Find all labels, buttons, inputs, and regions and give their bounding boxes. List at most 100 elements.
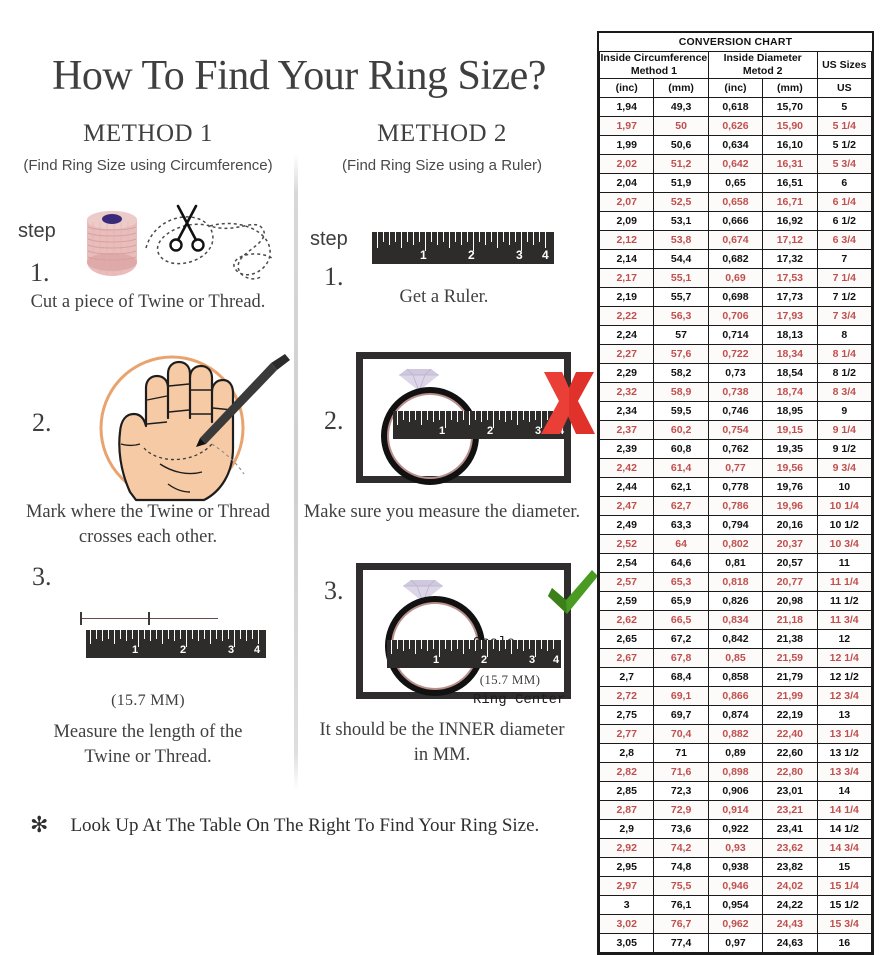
table-cell: 10 1/4 [816,496,873,516]
table-cell: 54,4 [653,249,709,269]
table-cell: 0,85 [707,648,764,668]
ruler-method-2-step-1: 1 2 3 4 [372,232,554,264]
table-cell: 2,92 [598,838,655,858]
table-cell: 20,16 [762,515,818,535]
asterisk-icon: ✻ [30,812,49,837]
table-cell: 9 1/2 [816,439,873,459]
table-cell: 2,02 [598,154,655,174]
table-cell: 13 3/4 [816,762,873,782]
table-cell: 0,842 [707,629,764,649]
table-cell: 0,722 [707,344,764,364]
table-cell: 15 [816,857,873,877]
group-header-diameter: Inside Diameter Metod 2 [707,51,818,79]
table-cell: 16,31 [762,154,818,174]
table-cell: 0,786 [707,496,764,516]
method-1-step-1-caption: Cut a piece of Twine or Thread. [30,292,266,312]
table-cell: 22,40 [762,724,818,744]
table-cell: 7 1/2 [816,287,873,307]
ruler-number-2: 2 [481,654,488,666]
table-cell: 50 [653,116,709,136]
table-cell: 0,826 [707,591,764,611]
table-cell: 0,714 [707,325,764,345]
method-1-step-1-number: 1. [30,258,50,287]
table-cell: 0,914 [707,800,764,820]
table-cell: 0,946 [707,876,764,896]
table-cell: 24,63 [762,933,818,953]
table-cell: 2,8 [598,743,655,763]
table-row: 2,24 57 0,714 18,13 8 [598,325,873,345]
measure-diameter-correct-frame: Scale Ring Center 1 2 3 4 (15.7 MM) [356,563,571,708]
table-cell: 21,59 [762,648,818,668]
table-cell: 0,666 [707,211,764,231]
ruler-number-4: 4 [553,654,560,666]
table-cell: 57 [653,325,709,345]
table-cell: 0,962 [707,914,764,934]
table-cell: 61,4 [653,458,709,478]
table-cell: 24,43 [762,914,818,934]
table-cell: 23,82 [762,857,818,877]
table-cell: 0,898 [707,762,764,782]
table-group-row: Inside Circumference Method 1 Inside Dia… [599,51,873,79]
table-cell: 65,3 [653,572,709,592]
method-2-step-3-number: 3. [324,576,344,605]
table-cell: 72,9 [653,800,709,820]
table-cell: 69,1 [653,686,709,706]
table-cell: 2,32 [598,382,655,402]
table-cell: 2,52 [598,534,655,554]
table-row: 2,17 55,1 0,69 17,53 7 1/4 [598,268,873,288]
method-2-step-2-number: 2. [324,406,344,435]
page-title: How To Find Your Ring Size? [52,53,546,99]
method-2-title: METHOD 2 [377,120,507,147]
table-row: 2,72 69,1 0,866 21,99 12 3/4 [598,686,873,706]
table-row: 2,49 63,3 0,794 20,16 10 1/2 [598,515,873,535]
table-cell: 2,49 [598,515,655,535]
ruler-number-4: 4 [254,644,261,656]
table-cell: 64 [653,534,709,554]
table-row: 2,59 65,9 0,826 20,98 11 1/2 [598,591,873,611]
table-cell: 49,3 [653,97,709,117]
table-cell: 2,77 [598,724,655,744]
table-cell: 2,72 [598,686,655,706]
ruler-number-2: 2 [180,644,187,656]
table-cell: 14 [816,781,873,801]
table-cell: 0,706 [707,306,764,326]
table-cell: 1,97 [598,116,655,136]
table-cell: 71,6 [653,762,709,782]
table-row: 2,9 73,6 0,922 23,41 14 1/2 [598,819,873,839]
table-cell: 20,98 [762,591,818,611]
hand-measuring-illustration [72,352,292,502]
table-cell: 15,90 [762,116,818,136]
table-cell: 21,18 [762,610,818,630]
table-cell: 0,802 [707,534,764,554]
table-cell: 65,9 [653,591,709,611]
table-head: CONVERSION CHART Inside Circumference Me… [598,33,873,98]
table-cell: 10 3/4 [816,534,873,554]
group-header-us-sizes: US Sizes [816,51,873,79]
method-1-step-word: step [18,220,56,242]
table-cell: 2,7 [598,667,655,687]
table-row: 2,42 61,4 0,77 19,56 9 3/4 [598,458,873,478]
table-cell: 22,60 [762,743,818,763]
table-cell: 20,37 [762,534,818,554]
table-cell: 15 1/4 [816,876,873,896]
ruler-number-3: 3 [535,425,542,437]
table-cell: 76,7 [653,914,709,934]
table-cell: 11 1/4 [816,572,873,592]
table-cell: 56,3 [653,306,709,326]
table-cell: 71 [653,743,709,763]
table-cell: 6 1/4 [816,192,873,212]
table-row: 2,7 68,4 0,858 21,79 12 1/2 [598,667,873,687]
table-cell: 24,22 [762,895,818,915]
table-row: 2,67 67,8 0,85 21,59 12 1/4 [598,648,873,668]
unit-header-1: (mm) [653,78,709,98]
table-cell: 2,04 [598,173,655,193]
method-2-subtitle: (Find Ring Size using a Ruler) [341,157,543,174]
conversion-chart: CONVERSION CHART Inside Circumference Me… [597,31,874,955]
table-cell: 5 1/4 [816,116,873,136]
table-cell: 21,38 [762,629,818,649]
table-cell: 67,8 [653,648,709,668]
table-cell: 14 1/4 [816,800,873,820]
table-cell: 74,2 [653,838,709,858]
table-cell: 2,42 [598,458,655,478]
table-row: 2,65 67,2 0,842 21,38 12 [598,629,873,649]
